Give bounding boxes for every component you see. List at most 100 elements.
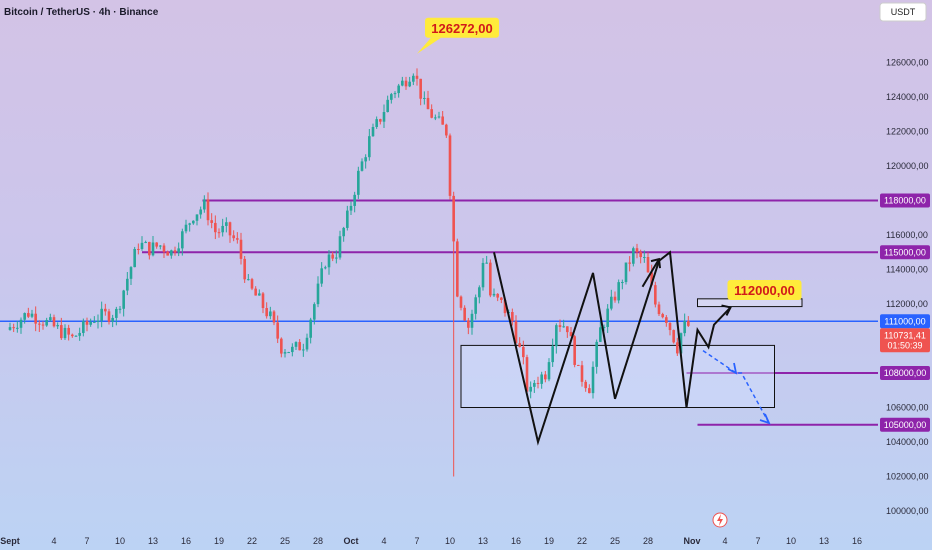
x-tick-label: 13	[819, 536, 829, 546]
y-tick-label: 104000,00	[886, 437, 929, 447]
candle-body	[687, 320, 690, 326]
price-line-tag-label: 111000,00	[884, 316, 925, 326]
candle-body	[551, 346, 554, 363]
x-tick-label: 4	[51, 536, 56, 546]
candle-body	[217, 232, 221, 234]
candle-body	[591, 366, 595, 394]
candle-body	[140, 242, 144, 249]
currency-button[interactable]	[879, 2, 927, 22]
candle-body	[632, 248, 635, 264]
candle-body	[313, 304, 316, 320]
range-box[interactable]	[460, 344, 775, 408]
level-price-tag-label: 115000,00	[884, 247, 926, 257]
x-tick-label: 22	[247, 536, 257, 546]
candle-body	[247, 279, 250, 281]
candle-body	[489, 262, 492, 296]
candle-body	[646, 256, 650, 273]
candle-body	[500, 297, 503, 301]
candle-body	[423, 97, 426, 99]
candle-body	[371, 127, 375, 137]
candle-body	[613, 296, 617, 301]
candle-body	[555, 325, 558, 347]
candle-body	[118, 308, 122, 310]
x-tick-label: 13	[478, 536, 488, 546]
candle-body	[181, 231, 184, 249]
projection-arrowhead	[727, 362, 738, 375]
candle-body	[52, 317, 56, 327]
candle-body	[324, 267, 327, 269]
level-price-tag-label: 105000,00	[884, 420, 927, 430]
price-callout[interactable]	[425, 17, 499, 38]
candle-body	[437, 116, 441, 118]
candle-body	[434, 117, 437, 119]
candle-body	[74, 335, 78, 337]
candle-body	[375, 119, 378, 128]
x-tick-label: 16	[852, 536, 862, 546]
candle-body	[525, 357, 529, 392]
x-tick-label: 28	[643, 536, 653, 546]
candle-body	[478, 287, 481, 298]
y-tick-label: 122000,00	[886, 127, 929, 137]
candle-body	[104, 308, 107, 312]
candle-body	[221, 225, 224, 233]
candle-body	[280, 338, 283, 354]
candle-body	[654, 285, 657, 305]
candle-body	[496, 293, 499, 298]
candle-body	[41, 324, 45, 326]
pattern-zigzag[interactable]	[493, 250, 732, 446]
level-price-tag	[880, 417, 930, 432]
current-price-label: 110731,41	[884, 330, 926, 340]
candle-body	[45, 320, 48, 326]
candle-body	[291, 346, 294, 353]
candle-body	[56, 325, 59, 327]
candle-body	[430, 109, 433, 118]
candle-body	[566, 326, 569, 333]
candle-body	[415, 75, 419, 79]
projection-path[interactable]	[702, 349, 770, 424]
candle-body	[522, 346, 525, 358]
candle-body	[199, 209, 202, 215]
countdown-label: 01:50:39	[887, 340, 922, 350]
candle-body	[184, 224, 188, 232]
candle-body	[126, 278, 129, 291]
candle-body	[305, 337, 309, 350]
candle-body	[456, 241, 459, 297]
candle-body	[192, 220, 195, 224]
candle-body	[518, 343, 521, 347]
candle-body	[353, 194, 356, 206]
candle-body	[639, 251, 642, 258]
candle-body	[606, 308, 609, 327]
candle-body	[309, 319, 312, 338]
candle-body	[650, 272, 653, 286]
candle-body	[294, 342, 298, 347]
candle-body	[668, 322, 672, 331]
x-tick-label: Sept	[0, 536, 20, 546]
candle-body	[463, 307, 466, 321]
candle-body	[316, 283, 320, 305]
candle-body	[393, 93, 397, 95]
candle-body	[584, 381, 587, 389]
y-tick-label: 120000,00	[886, 161, 929, 171]
candle-body	[67, 327, 70, 335]
price-callout-label: 112000,00	[734, 283, 795, 298]
candle-body	[676, 342, 679, 354]
candle-body	[243, 258, 246, 280]
currency-button-label: USDT	[891, 7, 916, 17]
candle-body	[170, 250, 173, 256]
candle-body	[232, 235, 235, 239]
candle-body	[122, 290, 125, 309]
candle-body	[148, 241, 151, 256]
price-callout[interactable]	[727, 280, 802, 300]
candle-body	[63, 327, 67, 339]
x-tick-label: Oct	[343, 536, 358, 546]
candle-body	[360, 161, 364, 171]
candle-body	[635, 248, 639, 252]
candle-body	[162, 245, 166, 252]
candle-body	[166, 251, 169, 256]
candle-body	[19, 319, 23, 328]
candle-body	[173, 250, 177, 253]
candle-body	[320, 268, 323, 284]
candle-body	[562, 326, 565, 328]
